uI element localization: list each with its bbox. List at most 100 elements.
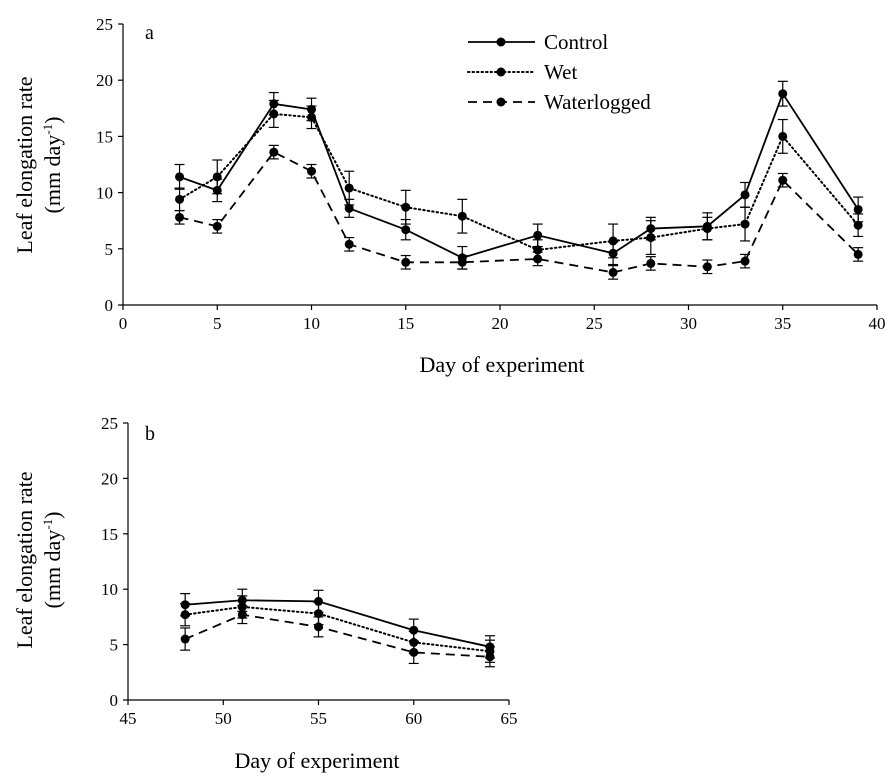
x-tick-label: 60 (405, 709, 422, 728)
x-tick-label: 45 (120, 709, 137, 728)
x-tick-label: 15 (397, 314, 414, 333)
data-point (212, 172, 222, 182)
series-waterlogged (174, 144, 864, 280)
legend-marker (496, 37, 506, 47)
data-point (533, 230, 543, 240)
series-line (179, 150, 859, 274)
y-tick-label: 0 (105, 296, 114, 315)
data-point (485, 652, 495, 662)
data-point (180, 634, 190, 644)
data-point (457, 211, 467, 221)
data-point (702, 262, 712, 272)
data-point (344, 239, 354, 249)
series-waterlogged (180, 605, 495, 668)
legend-label: Control (544, 30, 608, 54)
data-point (853, 249, 863, 259)
x-tick-label: 25 (586, 314, 603, 333)
data-point (307, 112, 316, 122)
panel-label-b: b (145, 423, 155, 445)
y-tick-label: 5 (110, 636, 119, 655)
y-tick-label: 15 (96, 127, 113, 146)
legend: Control Wet Waterlogged (467, 30, 651, 114)
data-point (401, 202, 411, 212)
data-point (778, 89, 788, 99)
y-tick-label: 10 (101, 580, 118, 599)
x-axis-title-b: Day of experiment (235, 748, 400, 773)
series-line (178, 112, 860, 251)
y-axis-unit-b: (mm day-1) (40, 512, 65, 609)
data-point (180, 610, 190, 620)
series-wet (180, 595, 495, 663)
data-point (237, 610, 247, 620)
y-axis-title-a: Leaf elongation rate (mm day-1) (12, 76, 65, 253)
data-point (175, 172, 185, 182)
y-tick-label: 25 (96, 15, 113, 34)
data-point (401, 257, 411, 267)
data-point (212, 221, 222, 231)
x-tick-label: 0 (119, 314, 128, 333)
y-axis-title-b: Leaf elongation rate (mm day-1) (12, 471, 65, 648)
data-point (457, 257, 467, 267)
data-point (740, 190, 750, 200)
data-point (853, 204, 863, 214)
data-point (409, 625, 419, 635)
data-point (314, 622, 323, 632)
data-point (344, 183, 354, 193)
data-point (608, 267, 618, 277)
x-tick-label: 10 (303, 314, 320, 333)
data-point (401, 225, 411, 235)
x-tick-label: 20 (492, 314, 509, 333)
x-axis-title-a: Day of experiment (420, 352, 585, 377)
data-point (175, 212, 185, 222)
data-point (533, 254, 543, 264)
data-point (608, 236, 618, 246)
legend-label: Waterlogged (544, 90, 651, 114)
legend-marker (496, 67, 506, 77)
data-point (344, 203, 354, 213)
data-point (307, 166, 316, 176)
y-tick-label: 20 (96, 71, 113, 90)
x-tick-label: 50 (215, 709, 232, 728)
panel-label-a: a (145, 22, 154, 44)
x-tick-label: 40 (869, 314, 886, 333)
data-point (740, 256, 750, 266)
y-tick-label: 20 (101, 469, 118, 488)
data-point (740, 219, 750, 229)
chart-panel-a: a Leaf elongation rate (mm day-1) Day of… (12, 15, 886, 377)
data-point (409, 647, 419, 657)
data-point (778, 131, 788, 141)
y-tick-label: 0 (110, 691, 119, 710)
data-point (269, 147, 279, 157)
y-tick-label: 25 (101, 414, 118, 433)
data-point (314, 596, 323, 606)
chart-panel-b: b Leaf elongation rate (mm day-1) Day of… (12, 414, 518, 773)
series-line (184, 605, 491, 653)
data-point (314, 609, 323, 619)
data-point (175, 194, 185, 204)
y-tick-label: 5 (105, 240, 114, 259)
y-axis-title-line1: Leaf elongation rate (12, 76, 37, 253)
data-point (646, 233, 656, 243)
x-tick-label: 5 (213, 314, 222, 333)
series-wet (174, 99, 864, 261)
x-tick-label: 65 (501, 709, 518, 728)
data-point (853, 220, 863, 230)
series-line (185, 599, 491, 648)
data-point (269, 109, 279, 119)
data-point (702, 224, 712, 234)
x-tick-label: 55 (310, 709, 327, 728)
y-tick-label: 15 (101, 525, 118, 544)
data-point (646, 258, 656, 268)
series-line (184, 613, 491, 658)
x-tick-label: 35 (774, 314, 791, 333)
y-tick-label: 10 (96, 184, 113, 203)
data-point (778, 175, 788, 185)
y-axis-title-line1: Leaf elongation rate (12, 471, 37, 648)
legend-marker (496, 97, 506, 107)
x-tick-label: 30 (680, 314, 697, 333)
y-axis-unit-a: (mm day-1) (40, 117, 65, 214)
series-line (179, 91, 859, 259)
series-control (180, 588, 495, 659)
legend-label: Wet (544, 60, 577, 84)
